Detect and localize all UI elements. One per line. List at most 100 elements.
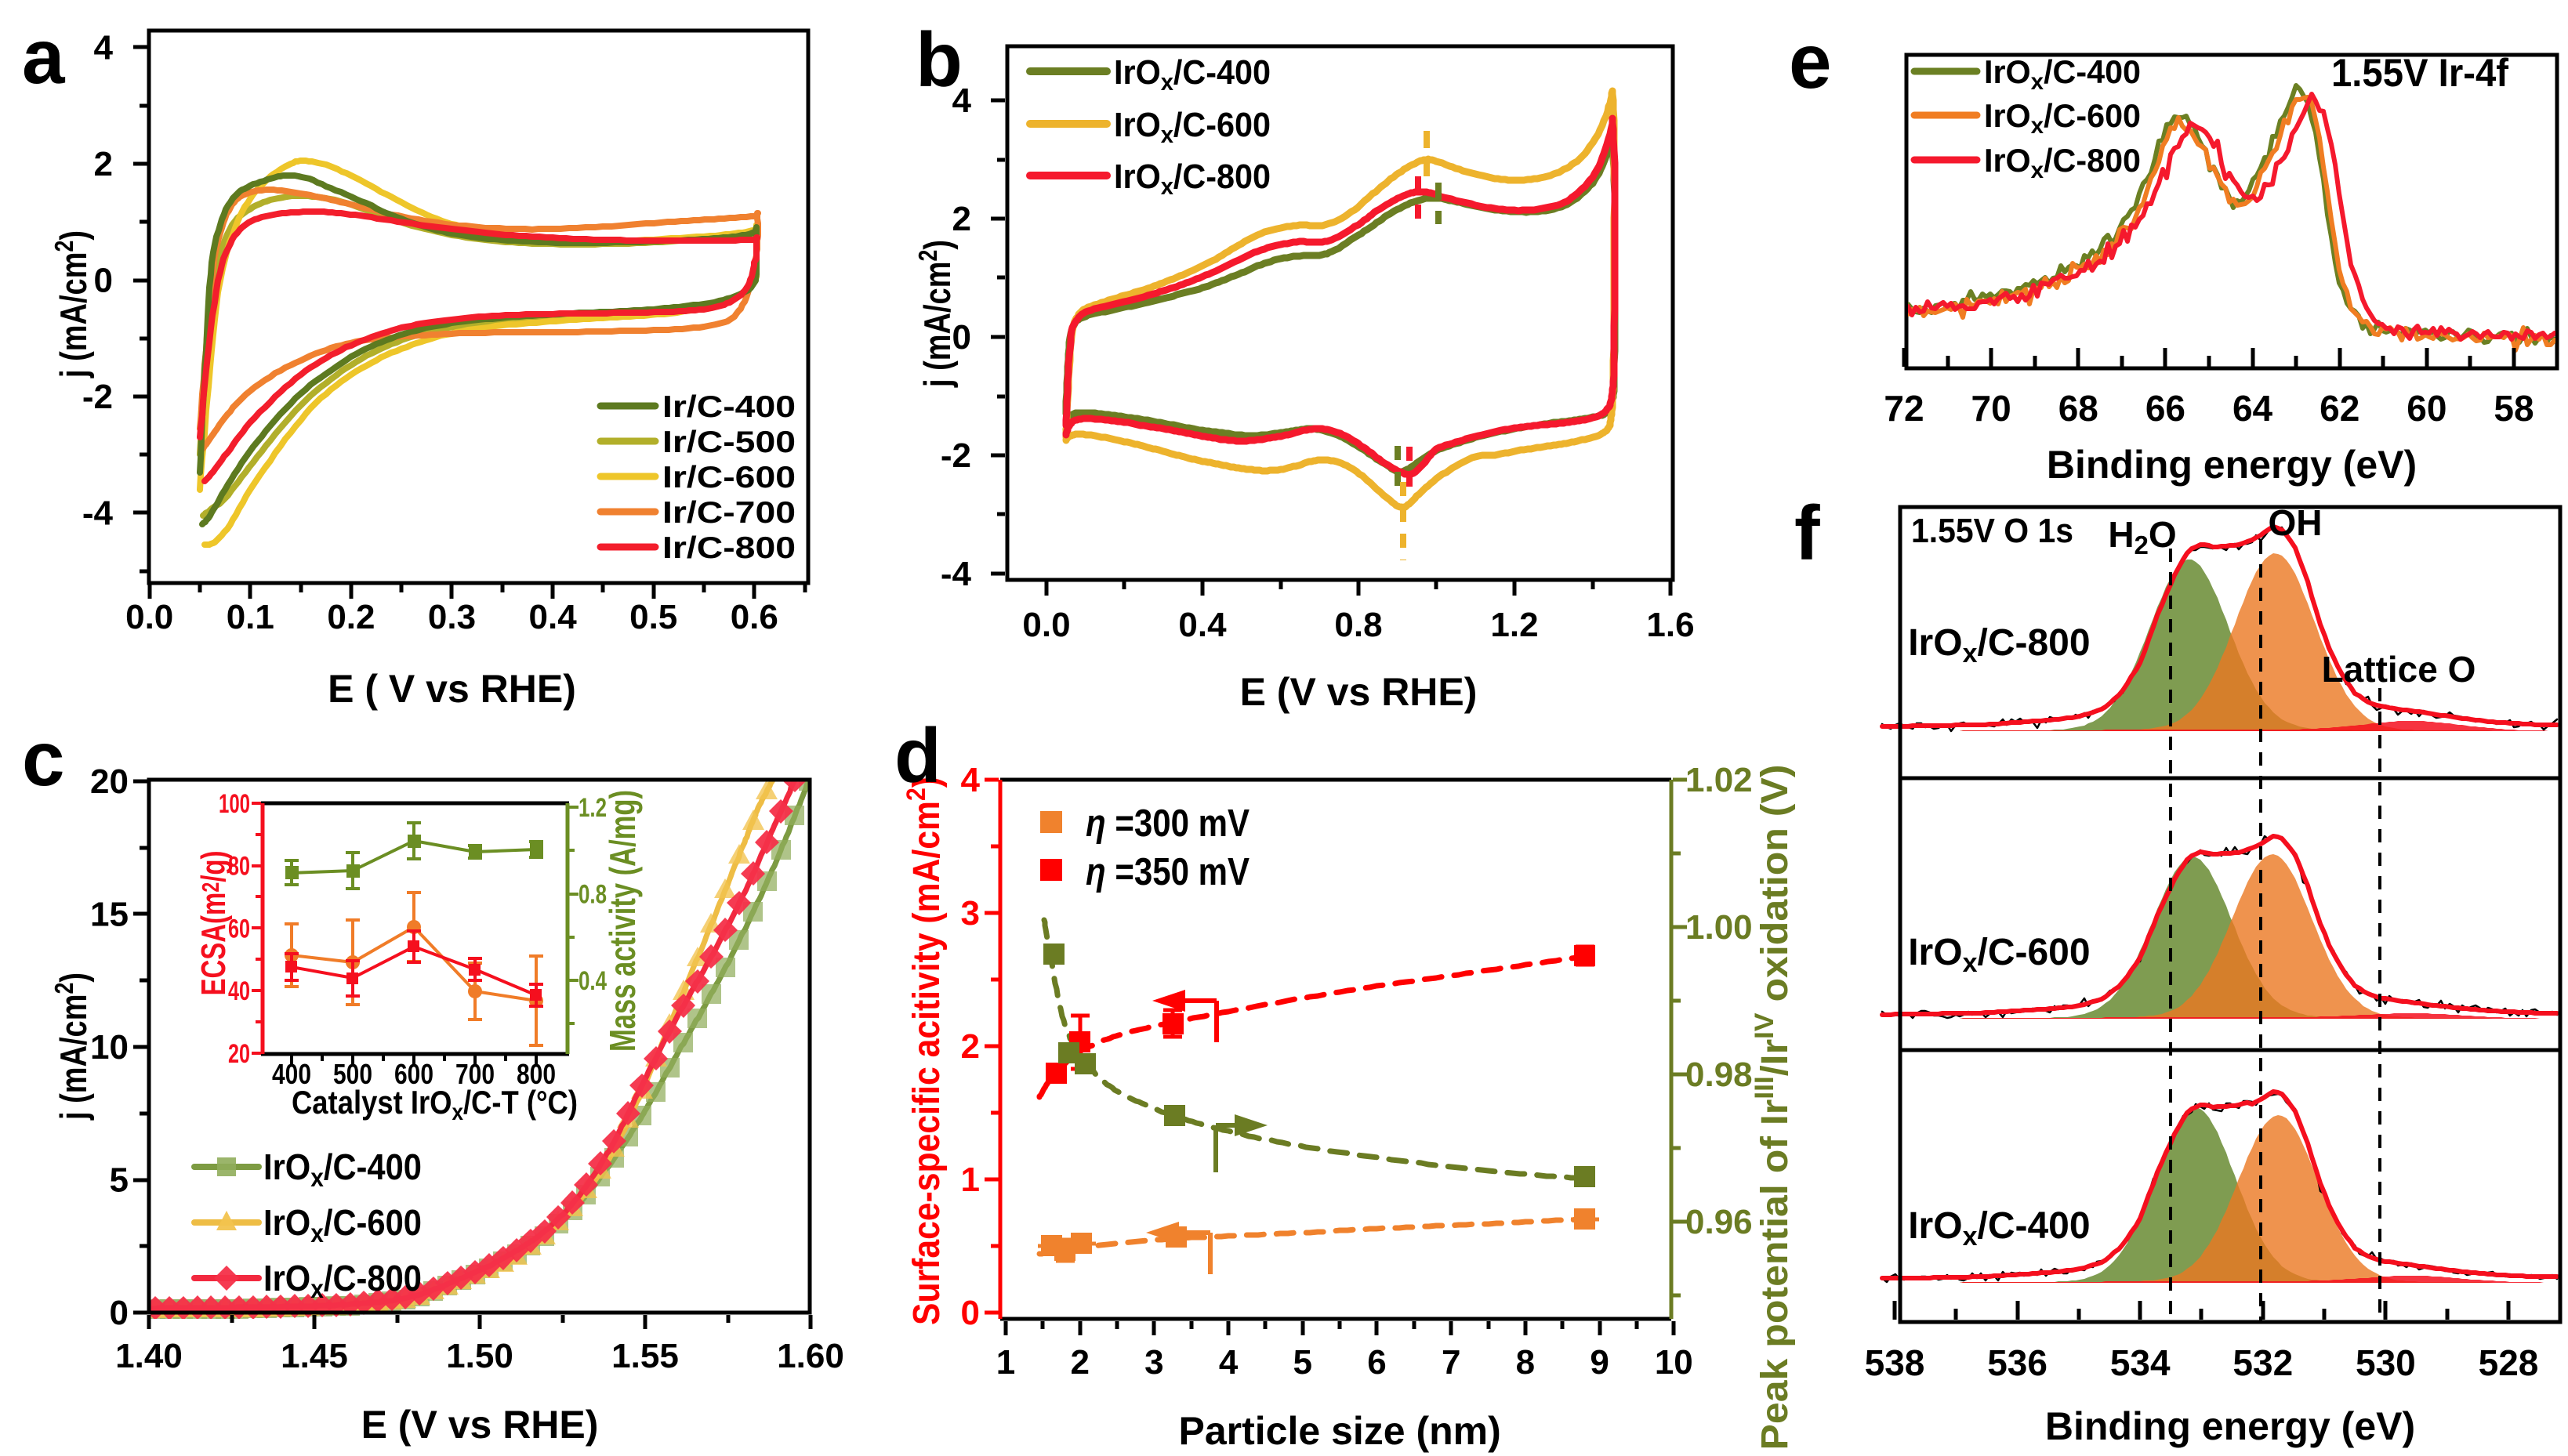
svg-text:Binding energy (eV): Binding energy (eV): [2047, 443, 2417, 487]
svg-text:0.4: 0.4: [529, 598, 578, 636]
svg-text:64: 64: [2232, 388, 2273, 429]
svg-text:Lattice O: Lattice O: [2322, 649, 2476, 690]
svg-text:Ir/C-600: Ir/C-600: [662, 461, 796, 494]
svg-text:68: 68: [2058, 388, 2098, 429]
svg-text:534: 534: [2110, 1342, 2171, 1383]
svg-text:0.0: 0.0: [1022, 606, 1070, 644]
svg-text:0.6: 0.6: [731, 598, 778, 636]
svg-text:E (V vs RHE): E (V vs RHE): [1240, 670, 1478, 714]
svg-text:0.8: 0.8: [1334, 606, 1382, 644]
svg-text:Catalyst IrOx/C-T (°C): Catalyst IrOx/C-T (°C): [292, 1084, 578, 1125]
svg-text:1.55V Ir-4f: 1.55V Ir-4f: [2331, 51, 2508, 95]
svg-text:0: 0: [110, 1294, 129, 1332]
svg-text:IrOx/C-800: IrOx/C-800: [263, 1258, 422, 1303]
svg-text:1.55: 1.55: [611, 1337, 679, 1375]
svg-text:0.0: 0.0: [125, 598, 173, 636]
svg-text:Binding energy (eV): Binding energy (eV): [2045, 1404, 2415, 1448]
svg-text:62: 62: [2320, 388, 2359, 429]
svg-text:IrOx/C-400: IrOx/C-400: [1908, 1205, 2090, 1251]
svg-text:600: 600: [394, 1058, 433, 1090]
svg-text:H2O: H2O: [2108, 514, 2176, 560]
svg-text:IrOx/C-800: IrOx/C-800: [1908, 622, 2090, 668]
svg-text:b: b: [916, 16, 963, 103]
svg-text:ECSA(m2/g): ECSA(m2/g): [194, 851, 233, 996]
svg-text:0.4: 0.4: [579, 966, 607, 996]
svg-text:Ir/C-400: Ir/C-400: [662, 390, 796, 424]
svg-text:1.6: 1.6: [1646, 606, 1694, 644]
svg-text:2: 2: [1070, 1343, 1089, 1382]
svg-text:530: 530: [2356, 1342, 2416, 1383]
svg-text:0.5: 0.5: [629, 598, 677, 636]
svg-text:j (mA/cm2): j (mA/cm2): [913, 240, 958, 388]
svg-text:OH: OH: [2269, 502, 2323, 543]
svg-text:72: 72: [1884, 388, 1924, 429]
svg-text:IrOx/C-600: IrOx/C-600: [263, 1202, 422, 1248]
svg-text:-2: -2: [82, 378, 113, 416]
svg-text:IrOx/C-800: IrOx/C-800: [1114, 158, 1271, 200]
svg-text:6: 6: [1367, 1343, 1386, 1382]
svg-text:1.60: 1.60: [777, 1337, 844, 1375]
svg-text:E ( V vs RHE): E ( V vs RHE): [328, 667, 576, 711]
svg-text:IrOx/C-400: IrOx/C-400: [263, 1146, 422, 1192]
svg-text:4: 4: [952, 81, 972, 120]
svg-text:1.45: 1.45: [281, 1337, 348, 1375]
svg-text:66: 66: [2145, 388, 2185, 429]
svg-text:IrOx/C-600: IrOx/C-600: [1908, 932, 2090, 978]
svg-text:15: 15: [90, 896, 129, 934]
svg-text:IrOx/C-800: IrOx/C-800: [1984, 142, 2141, 183]
svg-text:0: 0: [961, 1294, 980, 1332]
svg-text:2: 2: [961, 1027, 980, 1066]
svg-text:4: 4: [961, 761, 981, 799]
svg-text:-4: -4: [941, 555, 972, 593]
svg-text:c: c: [22, 715, 65, 802]
svg-text:3: 3: [1144, 1343, 1163, 1382]
svg-text:100: 100: [219, 789, 250, 819]
svg-text:10: 10: [1655, 1343, 1693, 1382]
svg-text:IrOx/C-400: IrOx/C-400: [1984, 53, 2141, 95]
svg-text:4: 4: [94, 29, 114, 67]
svg-text:7: 7: [1442, 1343, 1460, 1382]
svg-text:800: 800: [517, 1058, 556, 1090]
svg-text:1.02: 1.02: [1685, 761, 1753, 799]
svg-text:Mass activity (A/mg): Mass activity (A/mg): [602, 790, 643, 1052]
svg-text:f: f: [1794, 490, 1820, 576]
svg-text:2: 2: [94, 145, 113, 183]
svg-text:1: 1: [996, 1343, 1015, 1382]
svg-text:η =350 mV: η =350 mV: [1086, 851, 1250, 893]
svg-text:60: 60: [2407, 388, 2446, 429]
svg-text:Ir/C-800: Ir/C-800: [662, 531, 796, 565]
svg-text:E (V vs RHE): E (V vs RHE): [361, 1403, 599, 1447]
svg-text:3: 3: [961, 894, 980, 933]
svg-text:e: e: [1789, 18, 1832, 104]
svg-text:1.00: 1.00: [1685, 908, 1753, 947]
svg-text:-2: -2: [941, 436, 971, 475]
svg-text:5: 5: [1293, 1343, 1312, 1382]
svg-text:η =300 mV: η =300 mV: [1086, 802, 1250, 845]
svg-text:5: 5: [110, 1161, 129, 1200]
svg-text:9: 9: [1590, 1343, 1609, 1382]
svg-text:528: 528: [2479, 1342, 2539, 1383]
svg-text:58: 58: [2494, 388, 2534, 429]
svg-text:1.40: 1.40: [115, 1337, 183, 1375]
svg-text:536: 536: [1987, 1342, 2048, 1383]
svg-text:1.2: 1.2: [1490, 606, 1538, 644]
svg-text:400: 400: [272, 1058, 311, 1090]
svg-text:Peak potential of IrIII/IrIV o: Peak potential of IrIII/IrIV oxidation (…: [1750, 765, 1796, 1451]
svg-text:1.50: 1.50: [446, 1337, 513, 1375]
svg-text:40: 40: [228, 976, 250, 1006]
svg-text:0.1: 0.1: [227, 598, 274, 636]
svg-text:0.96: 0.96: [1685, 1203, 1753, 1241]
svg-text:-4: -4: [82, 494, 114, 533]
svg-text:80: 80: [228, 852, 250, 882]
svg-text:20: 20: [228, 1039, 250, 1069]
svg-text:IrOx/C-600: IrOx/C-600: [1114, 106, 1271, 148]
svg-text:Ir/C-500: Ir/C-500: [662, 426, 796, 459]
svg-text:532: 532: [2232, 1342, 2293, 1383]
svg-text:538: 538: [1865, 1342, 1925, 1383]
svg-text:Ir/C-700: Ir/C-700: [662, 496, 796, 530]
svg-text:2: 2: [952, 200, 971, 238]
svg-text:700: 700: [455, 1058, 495, 1090]
svg-text:4: 4: [1219, 1343, 1239, 1382]
svg-text:Surface-specific acitivity (mA: Surface-specific acitivity (mA/cm2): [901, 777, 948, 1325]
svg-text:Particle size (nm): Particle size (nm): [1179, 1409, 1501, 1453]
